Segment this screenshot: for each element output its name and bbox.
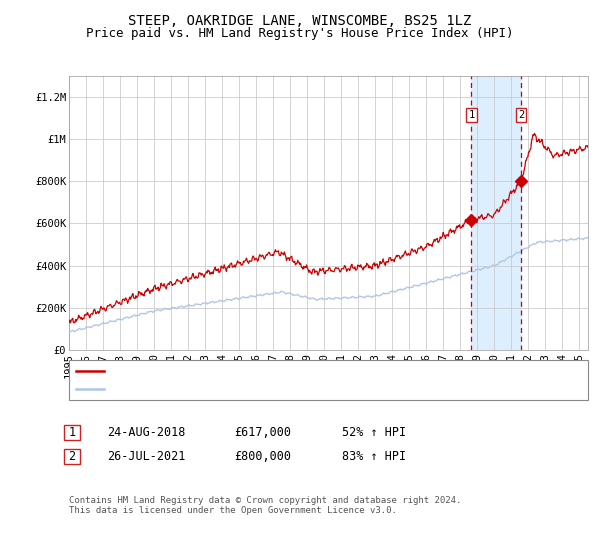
Text: STEEP, OAKRIDGE LANE, WINSCOMBE, BS25 1LZ: STEEP, OAKRIDGE LANE, WINSCOMBE, BS25 1L… [128, 14, 472, 28]
Text: 2: 2 [68, 450, 76, 463]
Text: 1: 1 [468, 110, 475, 120]
Text: 1: 1 [68, 426, 76, 439]
Text: HPI: Average price, detached house, North Somerset: HPI: Average price, detached house, Nort… [109, 384, 446, 394]
Bar [472, 76, 521, 350]
Text: 24-AUG-2018: 24-AUG-2018 [107, 426, 185, 439]
Text: Price paid vs. HM Land Registry's House Price Index (HPI): Price paid vs. HM Land Registry's House … [86, 27, 514, 40]
Text: 52% ↑ HPI: 52% ↑ HPI [342, 426, 406, 439]
Text: 2: 2 [518, 110, 524, 120]
Text: STEEP, OAKRIDGE LANE, WINSCOMBE, BS25 1LZ (detached house): STEEP, OAKRIDGE LANE, WINSCOMBE, BS25 1L… [109, 366, 500, 376]
Text: £617,000: £617,000 [234, 426, 291, 439]
Text: 26-JUL-2021: 26-JUL-2021 [107, 450, 185, 463]
Text: £800,000: £800,000 [234, 450, 291, 463]
Text: Contains HM Land Registry data © Crown copyright and database right 2024.
This d: Contains HM Land Registry data © Crown c… [69, 496, 461, 515]
Text: 83% ↑ HPI: 83% ↑ HPI [342, 450, 406, 463]
